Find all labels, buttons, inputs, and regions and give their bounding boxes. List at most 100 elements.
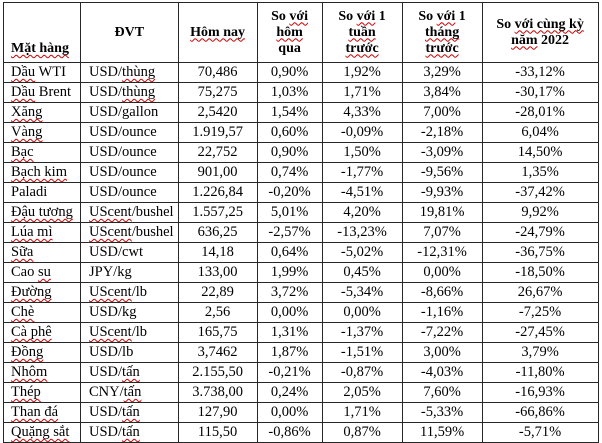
commodity-name-cell-text: Xăng (11, 104, 43, 120)
unit-cell-text: tấn (122, 364, 140, 380)
commodity-name-cell-text: Lúa mì (11, 224, 53, 240)
table-row: Sữa USD/cwt 14,18 0,64% -5,02% -12,31% -36,75% (3, 242, 599, 263)
vs-yesterday-cell: 1,31% (256, 322, 323, 343)
vs-month-cell: -12,31% (401, 242, 483, 263)
commodity-name-cell-text: Bạch kim (11, 164, 67, 180)
commodity-name-cell-text: Vàng (11, 124, 43, 140)
commodity-name-cell: Thép (3, 382, 81, 403)
commodity-name-cell-text: Sữa (11, 244, 34, 260)
vs-month-cell: -2,18% (401, 122, 483, 143)
commodity-name-cell: Xăng (3, 102, 81, 123)
commodity-name-cell-text: WTI (35, 64, 66, 80)
vs-2022-cell: -11,80% (481, 362, 599, 383)
unit-cell-text: USD/ounce (89, 144, 157, 160)
vs-week-cell: -1,37% (321, 322, 403, 343)
header-line: trước (405, 41, 480, 57)
today-cell: 1.226,84 (177, 182, 258, 203)
unit-cell: UScent/bushel (80, 202, 179, 223)
vs-yesterday-cell: 0,00% (256, 402, 323, 423)
today-cell: 2.155,50 (177, 362, 258, 383)
commodity-name-cell-text: Đậu tương (11, 204, 73, 220)
unit-cell-text: /lb (131, 324, 147, 340)
vs-month-cell: -7,22% (401, 322, 483, 343)
unit-cell: UScent/lb (80, 322, 179, 343)
vs-month-cell: -9,56% (401, 162, 483, 183)
vs-2022-cell: -18,50% (481, 262, 599, 283)
vs-yesterday-cell: 1,87% (256, 342, 323, 363)
header-line: qua (260, 41, 320, 57)
header-text: 2022 (537, 32, 570, 48)
unit-cell: UScent/lb (80, 282, 179, 303)
vs-yesterday-cell: -0,86% (256, 422, 323, 443)
vs-month-cell: 7,00% (401, 102, 483, 123)
vs-2022-cell: -16,93% (481, 382, 599, 403)
unit-cell: USD/ounce (80, 142, 179, 163)
header-text: qua (278, 40, 301, 56)
vs-month-cell: 19,81% (401, 202, 483, 223)
unit-cell: USD/ounce (80, 162, 179, 183)
vs-month-cell: 0,00% (401, 262, 483, 283)
vs-week-cell: 0,87% (321, 422, 403, 443)
unit-cell-text: thùng (122, 84, 156, 100)
table-row: Cà phê UScent/lb 165,75 1,31% -1,37% -7,22% -2… (3, 322, 599, 343)
header-line: So với 1 (405, 9, 480, 25)
unit-cell-text: USD/cwt (89, 244, 143, 260)
vs-2022-cell: 9,92% (481, 202, 599, 223)
commodity-name-cell: Lúa mì (3, 222, 81, 243)
vs-month-cell: -4,03% (401, 362, 483, 383)
header-text: với (436, 8, 456, 24)
commodity-name-cell-text: Quặng sắt (11, 424, 70, 440)
unit-cell-text: UScent (89, 224, 132, 240)
vs-yesterday-cell: 1,03% (256, 82, 323, 103)
vs-week-cell: -13,23% (321, 222, 403, 243)
header-text: với (289, 8, 309, 24)
header-text: So (418, 8, 437, 24)
unit-cell-text: tấn (122, 404, 140, 420)
vs-yesterday-cell: 0,60% (256, 122, 323, 143)
commodity-name-cell: Cà phê (3, 322, 81, 343)
vs-2022-cell: 1,35% (481, 162, 599, 183)
header-text: với cùng kỳ (514, 16, 584, 32)
table-header: Mặt hàng ĐVT Hôm nay So với hôm qua So với 1 tu… (3, 2, 599, 63)
table-row: Quặng sắt USD/tấn 115,50 -0,86% 0,87% 11,59% -… (3, 422, 599, 443)
vs-month-cell: 3,29% (401, 62, 483, 83)
commodity-name-cell: Than đá (3, 402, 81, 423)
unit-cell: USD/lb (80, 342, 179, 363)
today-cell: 14,18 (177, 242, 258, 263)
vs-2022-cell: 26,67% (481, 282, 599, 303)
header-text: Mặt hàng (11, 41, 69, 56)
vs-month-cell: 7,60% (401, 382, 483, 403)
vs-yesterday-cell: 0,90% (256, 62, 323, 83)
unit-cell: USD/gallon (80, 102, 179, 123)
header-vs-month: So với 1 tháng trước (401, 2, 483, 63)
commodity-name-cell: Dầu Brent (3, 82, 81, 103)
table-row: Dầu WTI USD/thùng 70,486 0,90% 1,92% 3,29% -33… (3, 62, 599, 83)
table-row: Than đá USD/tấn 127,90 0,00% 1,71% -5,33% -66,… (3, 402, 599, 423)
vs-yesterday-cell: 0,90% (256, 142, 323, 163)
today-cell: 22,89 (177, 282, 258, 303)
vs-2022-cell: 6,04% (481, 122, 599, 143)
header-text: ĐVT (114, 24, 145, 40)
table-row: Paladi USD/ounce 1.226,84 -0,20% -4,51% -9,93… (3, 182, 599, 203)
unit-cell-text: USD/ounce (89, 164, 157, 180)
today-cell: 901,00 (177, 162, 258, 183)
commodity-name-cell: Quặng sắt (3, 422, 81, 443)
header-line: năm 2022 (485, 33, 596, 49)
unit-cell-text: /bushel (131, 204, 174, 220)
unit-cell: USD/tấn (80, 362, 179, 383)
vs-week-cell: -4,51% (321, 182, 403, 203)
unit-cell-text: JPY/kg (89, 264, 132, 280)
unit-cell: USD/ounce (80, 122, 179, 143)
header-line: So với cùng kỳ (485, 17, 596, 33)
unit-cell: USD/thùng (80, 82, 179, 103)
commodity-name-cell: Đồng (3, 342, 81, 363)
header-text: So (338, 8, 357, 24)
table-row: Thép CNY/tấn 3.738,00 0,24% 2,05% 7,60% -16,93… (3, 382, 599, 403)
unit-cell: USD/ounce (80, 182, 179, 203)
today-cell: 127,90 (177, 402, 258, 423)
unit-cell-text: USD/lb (89, 344, 134, 360)
unit-cell-text: USD/ounce (89, 124, 157, 140)
vs-yesterday-cell: 1,54% (256, 102, 323, 123)
header-line: So với (260, 9, 320, 25)
header-text: tuần (348, 24, 376, 40)
